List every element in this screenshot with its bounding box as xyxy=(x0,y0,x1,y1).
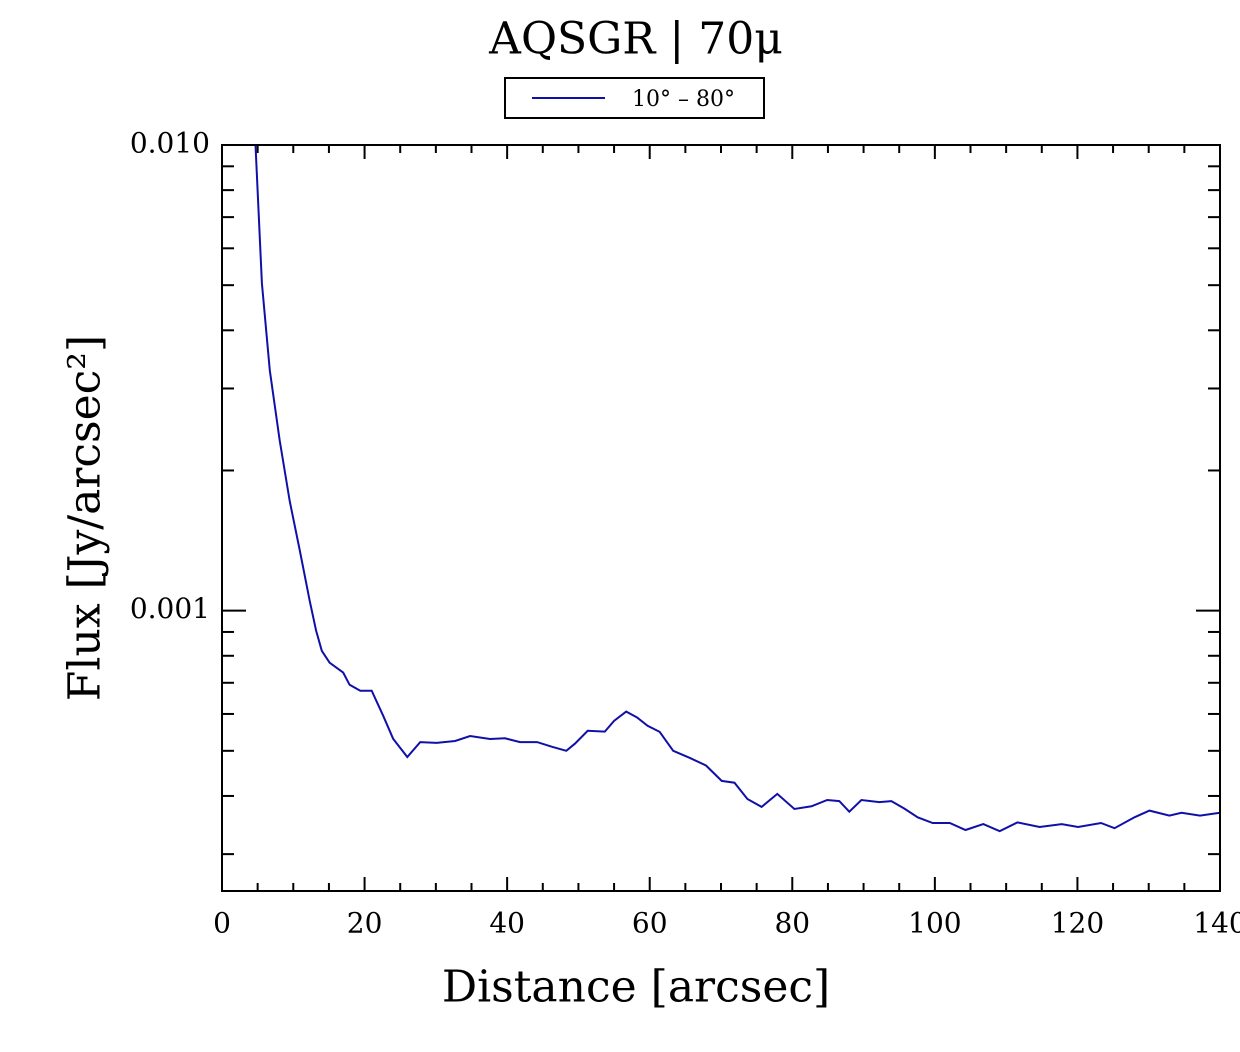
x-tick-label: 60 xyxy=(632,907,668,940)
data-line xyxy=(254,144,1221,833)
x-axis-label: Distance [arcsec] xyxy=(442,962,830,1013)
x-tick-label: 100 xyxy=(908,907,961,940)
legend-label: 10° – 80° xyxy=(632,87,735,112)
x-tick-label: 140 xyxy=(1193,907,1240,940)
x-tick-label: 80 xyxy=(774,907,810,940)
x-tick-label: 0 xyxy=(213,907,231,940)
y-tick-label: 0.001 xyxy=(130,592,210,625)
plot-frame xyxy=(221,144,1221,892)
y-tick-label: 0.010 xyxy=(130,127,210,160)
x-tick-label: 20 xyxy=(347,907,383,940)
y-axis-label: Flux [Jy/arcsec²] xyxy=(60,335,111,701)
x-tick-label: 40 xyxy=(489,907,525,940)
chart-title: AQSGR | 70μ xyxy=(488,14,783,65)
x-tick-label: 120 xyxy=(1051,907,1104,940)
